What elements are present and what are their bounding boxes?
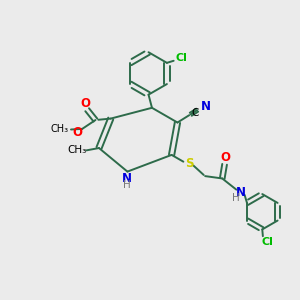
- Text: N: N: [200, 100, 211, 113]
- Text: O: O: [72, 126, 82, 139]
- Text: C: C: [191, 107, 199, 118]
- Text: O: O: [220, 152, 230, 164]
- Text: Cl: Cl: [261, 237, 273, 247]
- Text: N: N: [122, 172, 132, 184]
- Text: CH₃: CH₃: [50, 124, 68, 134]
- Text: O: O: [81, 97, 91, 110]
- Text: S: S: [186, 157, 194, 170]
- Text: H: H: [232, 193, 240, 203]
- Text: H: H: [123, 180, 131, 190]
- Text: Cl: Cl: [176, 53, 188, 63]
- Text: N: N: [236, 185, 246, 199]
- Text: CH₃: CH₃: [68, 146, 87, 155]
